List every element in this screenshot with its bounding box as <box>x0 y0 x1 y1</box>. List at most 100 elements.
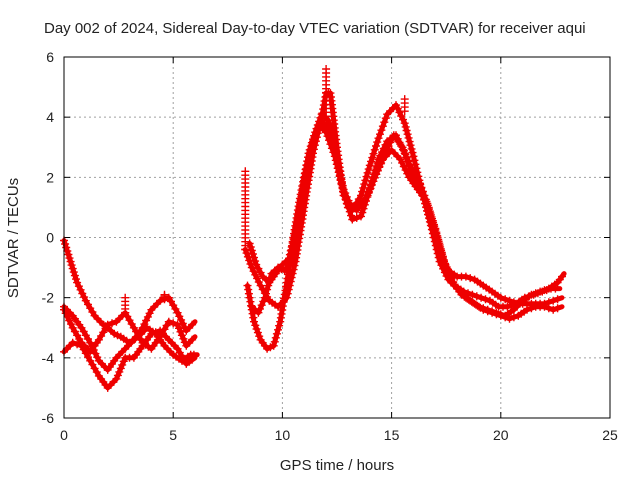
data-point <box>169 319 178 328</box>
data-point <box>352 213 361 222</box>
data-point <box>538 287 547 296</box>
data-point <box>326 128 335 137</box>
data-point <box>488 307 497 316</box>
data-point <box>68 338 77 347</box>
data-point <box>91 349 100 358</box>
data-point <box>72 275 80 284</box>
data-point <box>398 158 407 167</box>
data-point <box>404 157 413 166</box>
data-point <box>253 328 262 337</box>
data-point <box>274 325 282 334</box>
data-point <box>479 304 488 313</box>
data-point <box>421 195 430 204</box>
data-point <box>93 353 102 362</box>
data-point <box>121 293 130 302</box>
data-point <box>400 146 408 155</box>
data-point <box>433 233 442 242</box>
data-point <box>403 130 412 139</box>
data-point <box>263 285 272 294</box>
data-point <box>437 248 446 257</box>
data-point <box>295 207 304 216</box>
data-point <box>369 177 378 186</box>
data-point <box>428 214 436 223</box>
data-point <box>177 315 186 324</box>
data-point <box>140 320 149 329</box>
data-point <box>380 118 389 127</box>
data-point <box>67 320 75 329</box>
data-point <box>435 241 444 249</box>
data-point <box>376 130 384 139</box>
data-point <box>246 297 255 306</box>
data-point <box>503 302 512 311</box>
data-point <box>251 270 260 279</box>
plot-frame <box>63 56 611 419</box>
data-point <box>245 293 254 302</box>
data-point <box>256 304 264 313</box>
data-point <box>251 321 260 330</box>
data-point <box>507 301 516 310</box>
data-point <box>275 321 284 330</box>
data-point <box>66 257 75 266</box>
data-point <box>376 159 385 168</box>
data-point <box>372 142 380 150</box>
data-point <box>80 293 89 302</box>
data-point <box>443 267 452 276</box>
data-point <box>382 145 391 154</box>
data-point <box>304 158 313 167</box>
data-point <box>407 144 416 153</box>
data-point <box>358 208 367 217</box>
data-point <box>311 132 320 141</box>
data-point <box>447 274 456 283</box>
data-point <box>246 243 255 251</box>
data-point <box>360 180 369 189</box>
data-point <box>248 250 257 258</box>
data-point <box>409 152 418 161</box>
y-tick-label: -6 <box>42 410 55 426</box>
data-point <box>328 135 337 144</box>
data-point <box>416 179 424 188</box>
data-point <box>525 292 534 301</box>
data-point <box>442 263 451 272</box>
data-point <box>346 200 355 209</box>
x-tick-label: 5 <box>169 427 177 443</box>
data-point <box>70 271 79 280</box>
data-point <box>305 154 314 163</box>
data-point <box>449 278 458 286</box>
data-point <box>333 159 342 167</box>
x-tick-label: 10 <box>275 427 291 443</box>
data-point <box>431 226 440 234</box>
data-point <box>327 132 336 141</box>
spike <box>160 290 169 302</box>
data-point <box>297 195 306 204</box>
data-point <box>472 292 481 301</box>
data-point <box>378 156 387 165</box>
data-point <box>249 267 258 276</box>
data-point <box>365 187 373 196</box>
data-point <box>331 147 340 156</box>
data-point <box>156 296 165 305</box>
data-point <box>255 332 264 341</box>
spike <box>121 293 130 317</box>
axis-ticks: 0 5 10 15 20 25 -6 -4 -2 0 2 4 6 <box>42 49 618 443</box>
data-point <box>175 312 184 321</box>
data-point <box>440 256 448 265</box>
data-point <box>468 290 477 299</box>
data-point <box>496 310 505 319</box>
data-point <box>363 168 372 177</box>
data-point <box>408 148 417 157</box>
data-point <box>350 201 359 210</box>
data-point <box>424 203 433 212</box>
data-point <box>381 114 390 123</box>
data-point <box>338 181 347 190</box>
data-point <box>445 270 454 279</box>
data-point <box>406 141 415 150</box>
data-point <box>119 357 128 366</box>
data-point <box>245 239 254 248</box>
data-point <box>78 289 87 298</box>
x-axis-label: GPS time / hours <box>280 457 394 474</box>
data-point <box>370 145 379 154</box>
data-point <box>549 305 558 314</box>
data-point <box>322 65 331 73</box>
data-point <box>65 254 74 263</box>
data-point <box>118 360 127 369</box>
